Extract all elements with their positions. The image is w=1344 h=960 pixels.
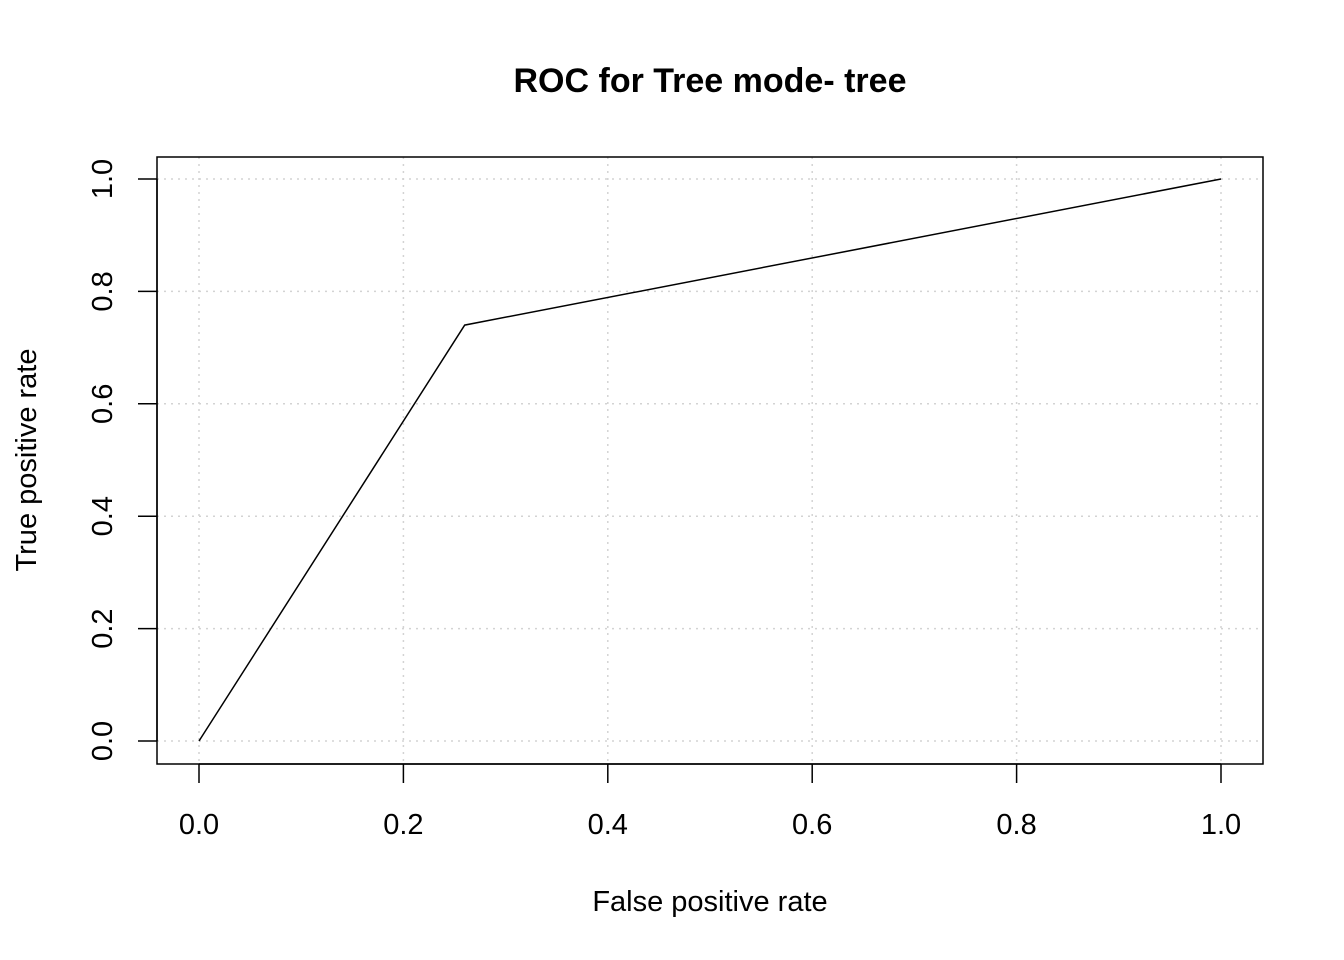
x-tick-label: 0.4 [588, 809, 628, 841]
x-tick-label: 0.6 [792, 809, 832, 841]
chart-title: ROC for Tree mode- tree [514, 62, 907, 100]
plot-frame [156, 156, 1264, 765]
x-tick-label: 0.2 [383, 809, 423, 841]
y-tick-label: 0.4 [87, 496, 119, 536]
y-tick-label: 1.0 [87, 159, 119, 199]
series-layer [198, 178, 1222, 742]
axes: 0.0 0.2 0.4 0.6 0.8 1.0 0.0 0.2 0.4 0.6 0.8 1.0 [87, 159, 1241, 841]
roc-curve-line [198, 178, 1222, 742]
grid-lines [157, 157, 1263, 764]
y-tick-label: 0.8 [87, 271, 119, 311]
x-tick-label: 0.0 [179, 809, 219, 841]
y-axis-label: True positive rate [11, 349, 43, 572]
x-tick-label: 0.8 [996, 809, 1036, 841]
y-tick-label: 0.0 [87, 721, 119, 761]
y-tick-label: 0.6 [87, 384, 119, 424]
y-tick-label: 0.2 [87, 608, 119, 648]
x-axis-label: False positive rate [592, 886, 827, 918]
x-tick-label: 1.0 [1201, 809, 1241, 841]
